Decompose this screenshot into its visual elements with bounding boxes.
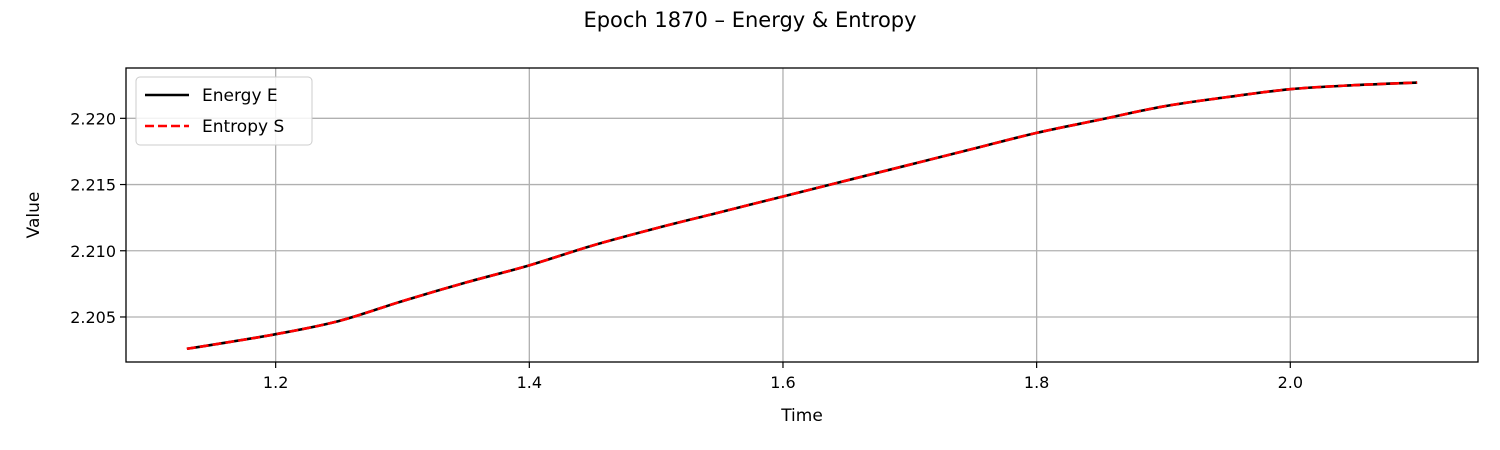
x-tick-label: 2.0: [1278, 373, 1303, 392]
y-axis-label: Value: [24, 192, 44, 239]
y-tick-label: 2.205: [70, 308, 116, 327]
y-tick-label: 2.220: [70, 109, 116, 128]
axis-ticks: 1.2 1.4 1.6 1.8 2.0 2.205 2.210 2.215 2.220: [70, 109, 1303, 392]
series-line-entropy-s: [186, 81, 1418, 351]
y-tick-label: 2.210: [70, 242, 116, 261]
series-line-energy-e: [186, 81, 1418, 351]
legend-label: Energy E: [202, 86, 278, 106]
x-tick-label: 1.4: [517, 373, 542, 392]
y-tick-label: 2.215: [70, 176, 116, 195]
x-tick-label: 1.8: [1024, 373, 1049, 392]
x-tick-label: 1.6: [770, 373, 795, 392]
series-lines: [186, 81, 1418, 351]
legend: Energy E Entropy S: [135, 76, 313, 146]
grid: [126, 68, 1478, 362]
x-tick-label: 1.2: [263, 373, 288, 392]
chart-title: Epoch 1870 – Energy & Entropy: [583, 8, 916, 32]
legend-label: Entropy S: [202, 117, 284, 137]
x-axis-label: Time: [780, 406, 823, 426]
plot-area-frame: [125, 67, 1479, 363]
